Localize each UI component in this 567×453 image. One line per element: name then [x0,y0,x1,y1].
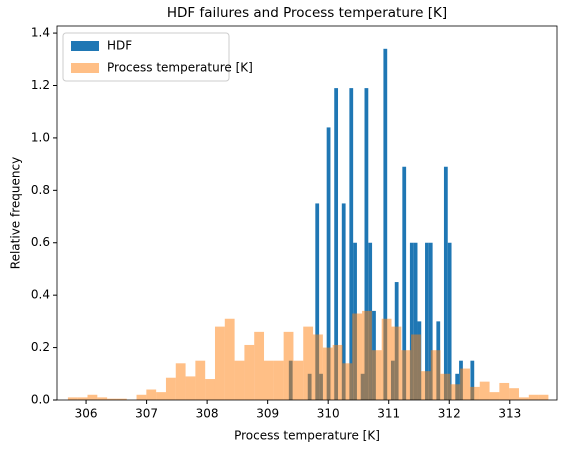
hist-bar [411,334,421,400]
hist-bar [283,331,294,400]
legend-label: Process temperature [K] [107,61,253,75]
hist-bar [509,388,519,400]
y-tick-label: 1.0 [31,130,50,144]
hist-bar [450,384,461,400]
hist-bar [499,382,510,400]
hist-bar [67,397,78,400]
hist-bar [334,88,339,400]
hist-bar [303,326,314,400]
y-tick-label: 0.2 [31,340,50,354]
legend-box [62,32,230,82]
hist-bar [224,318,235,400]
chart-title: HDF failures and Process temperature [K] [167,5,447,21]
hist-bar [315,203,320,400]
hist-bar [293,360,304,400]
x-tick-label: 308 [196,407,219,421]
hist-bar [97,397,108,400]
hist-bar [391,326,402,400]
x-tick-label: 307 [135,407,158,421]
y-tick-label: 1.4 [31,26,50,40]
hist-bar [185,376,196,400]
hist-bar [313,334,323,400]
hist-bar [165,377,176,400]
hist-bar [175,363,186,400]
hist-bar [156,392,166,400]
hist-bar [342,363,353,400]
y-tick-label: 0.8 [31,183,50,197]
x-tick-label: 310 [317,407,340,421]
hist-bar [538,394,549,400]
x-tick-label: 309 [256,407,279,421]
hist-bar [214,326,225,400]
hist-bar [460,368,470,400]
hist-bar [413,242,418,400]
legend-label: HDF [107,39,132,53]
hist-bar [244,344,255,400]
hist-bar [341,203,346,400]
hist-bar [254,331,265,400]
hist-bar [447,242,452,400]
y-tick-label: 0.0 [31,393,50,407]
hist-bar [322,347,333,400]
hist-bar [479,381,490,400]
hist-bar [528,394,539,400]
plot-frame [56,25,558,401]
y-tick-label: 0.6 [31,235,50,249]
hist-bar [352,313,363,400]
hist-bar [381,318,392,400]
hist-bar [234,360,245,400]
hist-bar [205,379,215,400]
hist-bar [428,242,433,400]
hist-bar [470,360,475,400]
hist-bar [77,397,88,400]
hist-bar [402,166,407,400]
y-tick-label: 0.4 [31,288,50,302]
hist-bar [469,386,480,400]
y-tick-label: 1.2 [31,78,50,92]
hist-bar [146,389,157,400]
hist-bar [518,397,529,400]
hist-bar [332,344,343,400]
hist-bar [136,394,147,400]
hist-bar [383,48,388,400]
x-tick-label: 311 [377,407,400,421]
hist-bar [364,88,369,400]
hist-bar [349,88,354,400]
hist-bar [430,350,441,400]
x-axis-label: Process temperature [K] [234,429,380,443]
hist-bar [195,360,206,400]
hist-bar [409,242,414,400]
hist-bar [425,242,429,400]
hist-bar [107,398,117,400]
hist-bar [440,373,451,400]
x-tick-label: 313 [498,407,521,421]
hist-bar [273,360,284,400]
hist-bar [401,350,412,400]
hist-bar [420,371,431,400]
y-axis-label: Relative frequency [9,157,23,269]
hist-bar [116,398,127,400]
hist-bar [443,166,448,400]
hist-bar [87,394,98,400]
legend-swatch [71,41,99,51]
hist-bar [371,350,382,400]
hist-bar [264,360,274,400]
hist-bar [489,392,500,400]
x-tick-label: 306 [75,407,98,421]
hist-bar [326,127,331,401]
hist-bar [362,310,372,400]
x-tick-label: 312 [438,407,461,421]
legend-swatch [71,63,99,73]
